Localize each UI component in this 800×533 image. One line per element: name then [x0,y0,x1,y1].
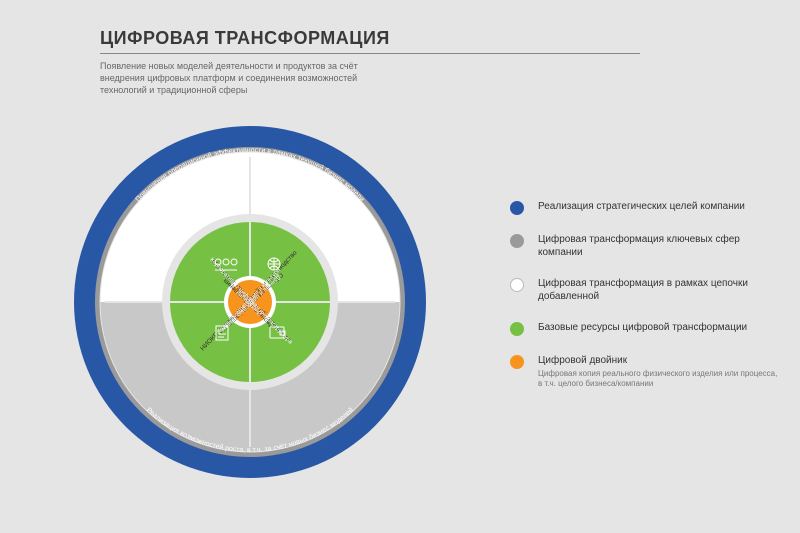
legend-item: Реализация стратегических целей компании [510,200,780,215]
legend-item: Базовые ресурсы цифровой трансформации [510,321,780,336]
legend: Реализация стратегических целей компании… [510,200,780,408]
header-block: ЦИФРОВАЯ ТРАНСФОРМАЦИЯ Появление новых м… [100,28,440,96]
legend-dot-icon [510,355,524,369]
legend-dot-icon [510,234,524,248]
legend-item: Цифровая трансформация ключевых сфер ком… [510,233,780,259]
legend-label: Цифровая трансформация ключевых сфер ком… [538,233,780,259]
legend-label: Цифровая трансформация в рамках цепочки … [538,277,780,303]
concentric-diagram: Повышение операционной эффективности в р… [60,112,440,492]
legend-label: Цифровой двойникЦифровая копия реального… [538,354,780,390]
legend-label: Реализация стратегических целей компании [538,200,745,213]
legend-item: Цифровая трансформация в рамках цепочки … [510,277,780,303]
legend-dot-icon [510,201,524,215]
page-title: ЦИФРОВАЯ ТРАНСФОРМАЦИЯ [100,28,440,49]
legend-dot-icon [510,322,524,336]
title-divider [100,53,640,54]
legend-label: Базовые ресурсы цифровой трансформации [538,321,747,334]
legend-dot-icon [510,278,524,292]
page-subtitle: Появление новых моделей деятельности и п… [100,60,400,96]
legend-item: Цифровой двойникЦифровая копия реального… [510,354,780,390]
